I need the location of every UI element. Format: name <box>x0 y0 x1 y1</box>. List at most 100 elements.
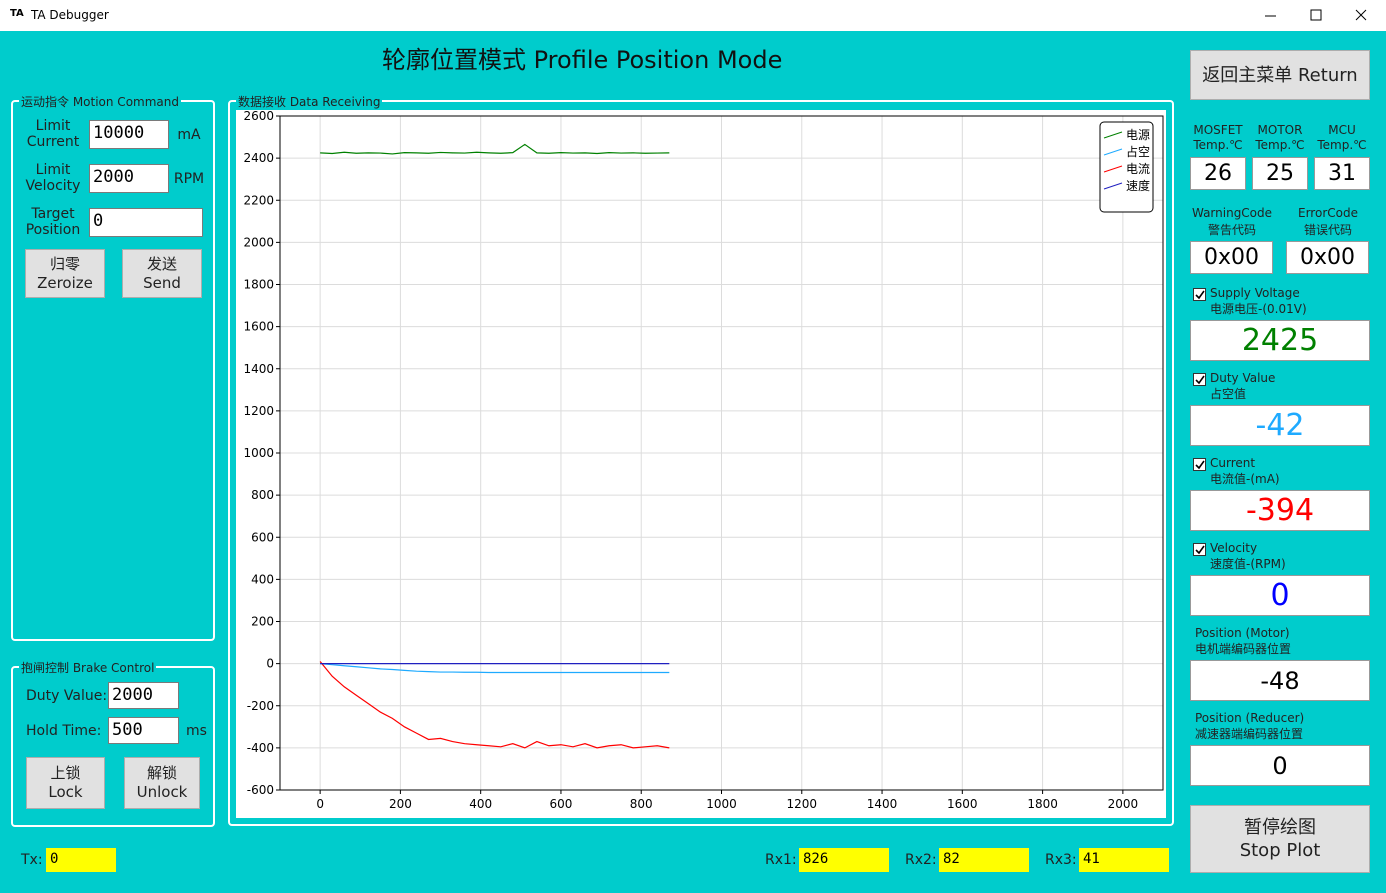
legend-swatch <box>1103 165 1123 173</box>
temp-label: MOSFET Temp.℃ <box>1193 123 1243 152</box>
group-title: 抱闸控制 Brake Control <box>19 659 157 676</box>
series-line <box>320 143 670 155</box>
footer-label: Tx: <box>21 852 43 868</box>
code-label: ErrorCode 错误代码 <box>1298 206 1358 237</box>
input[interactable]: 2000 <box>89 164 169 193</box>
legend-swatch <box>1103 131 1123 139</box>
x-tick-label: 400 <box>469 797 492 811</box>
input[interactable]: 2000 <box>108 682 179 709</box>
y-tick-label: 2000 <box>243 235 274 249</box>
label: Target Position <box>25 206 81 238</box>
label: Duty Value: <box>26 688 108 704</box>
readout-value: 2425 <box>1190 320 1370 361</box>
temp-value: 25 <box>1252 157 1308 190</box>
x-tick-label: 0 <box>316 797 324 811</box>
readout-value: -42 <box>1190 405 1370 446</box>
code-value: 0x00 <box>1190 241 1273 274</box>
readout-value: -394 <box>1190 490 1370 531</box>
readout-label: Duty Value 占空值 <box>1210 371 1276 401</box>
y-tick-label: 2400 <box>243 151 274 165</box>
x-tick-label: 600 <box>550 797 573 811</box>
motion-group: 运动指令 Motion Command <box>11 93 215 641</box>
x-tick-label: 1600 <box>947 797 978 811</box>
x-tick-label: 800 <box>630 797 653 811</box>
footer-value: 41 <box>1079 848 1169 872</box>
plot-frame <box>279 115 1164 791</box>
x-tick-label: 1400 <box>867 797 898 811</box>
temp-label: MCU Temp.℃ <box>1317 123 1367 152</box>
y-tick-label: -200 <box>247 699 274 713</box>
y-tick-label: 200 <box>251 615 274 629</box>
input[interactable]: 500 <box>108 717 179 744</box>
send-button[interactable]: 发送 Send <box>122 249 202 298</box>
footer-value: 0 <box>46 848 116 872</box>
y-tick-label: 1400 <box>243 362 274 376</box>
code-label: WarningCode 警告代码 <box>1191 206 1273 237</box>
y-tick-label: -400 <box>247 741 274 755</box>
input[interactable]: 10000 <box>89 120 169 149</box>
footer-value: 826 <box>799 848 889 872</box>
legend-label: 电源 <box>1126 128 1150 142</box>
checkbox[interactable] <box>1193 288 1206 301</box>
zeroize-button[interactable]: 归零 Zeroize <box>25 249 105 298</box>
series-line <box>320 663 670 674</box>
y-tick-label: 2200 <box>243 193 274 207</box>
legend-box <box>1099 121 1154 213</box>
chart-group: 数据接收 Data Receiving <box>228 93 1174 826</box>
readout-label: Position (Motor) 电机端编码器位置 <box>1195 626 1292 656</box>
chart: -600 -400 -200 0 200 400 600 800 1000 1200 1400 160… <box>236 110 1166 818</box>
y-tick-label: 800 <box>251 488 274 502</box>
footer-label: Rx1: <box>765 852 797 868</box>
label: Hold Time: <box>26 723 102 739</box>
temp-value: 31 <box>1314 157 1370 190</box>
group-title: 运动指令 Motion Command <box>19 93 181 110</box>
unit: RPM <box>173 171 205 187</box>
readout-value: 0 <box>1190 745 1370 786</box>
y-tick-label: 1600 <box>243 320 274 334</box>
page-title: 轮廓位置模式 Profile Position Mode <box>382 46 783 74</box>
legend-label: 占空 <box>1126 144 1150 159</box>
checkbox[interactable] <box>1193 458 1206 471</box>
checkbox[interactable] <box>1193 373 1206 386</box>
y-tick-label: -600 <box>247 783 274 797</box>
readout-label: Velocity 速度值-(RPM) <box>1210 541 1286 571</box>
lock-button[interactable]: 上锁 Lock <box>26 757 105 809</box>
brake-group: 抱闸控制 Brake Control <box>11 659 215 827</box>
readout-label: Position (Reducer) 减速器端编码器位置 <box>1195 711 1305 741</box>
x-tick-label: 2000 <box>1108 797 1139 811</box>
y-tick-label: 1200 <box>243 404 274 418</box>
footer-label: Rx3: <box>1045 852 1077 868</box>
app-icon: TA <box>10 8 24 19</box>
group-title: 数据接收 Data Receiving <box>236 93 383 110</box>
y-tick-label: 1800 <box>243 278 274 292</box>
temp-label: MOTOR Temp.℃ <box>1255 123 1305 152</box>
y-tick-label: 0 <box>266 657 274 671</box>
window-title: TA Debugger <box>31 8 109 22</box>
title-bar: TA TA Debugger <box>0 0 1386 31</box>
input[interactable]: 0 <box>89 208 203 237</box>
y-tick-label: 600 <box>251 530 274 544</box>
readout-value: 0 <box>1190 575 1370 616</box>
legend-swatch <box>1103 182 1123 190</box>
x-tick-label: 1800 <box>1027 797 1058 811</box>
unit: mA <box>177 127 201 143</box>
unlock-button[interactable]: 解锁 Unlock <box>124 757 200 809</box>
readout-label: Current 电流值-(mA) <box>1210 456 1280 486</box>
legend-label: 速度 <box>1126 178 1150 193</box>
label: Limit Current <box>26 118 80 150</box>
series-line <box>319 661 670 749</box>
stop-plot-button[interactable]: 暂停绘图 Stop Plot <box>1190 805 1370 873</box>
readout-label: Supply Voltage 电源电压-(0.01V) <box>1210 286 1307 316</box>
y-tick-label: 1000 <box>243 446 274 460</box>
label: Limit Velocity <box>25 162 81 194</box>
legend-label: 电流 <box>1126 162 1150 176</box>
y-tick-label: 400 <box>251 572 274 586</box>
window-controls[interactable] <box>1250 0 1386 31</box>
y-tick-label: 2600 <box>243 110 274 123</box>
checkbox[interactable] <box>1193 543 1206 556</box>
return-button[interactable]: 返回主菜单 Return <box>1190 50 1370 100</box>
footer-label: Rx2: <box>905 852 937 868</box>
x-tick-label: 200 <box>389 797 412 811</box>
footer-value: 82 <box>939 848 1029 872</box>
